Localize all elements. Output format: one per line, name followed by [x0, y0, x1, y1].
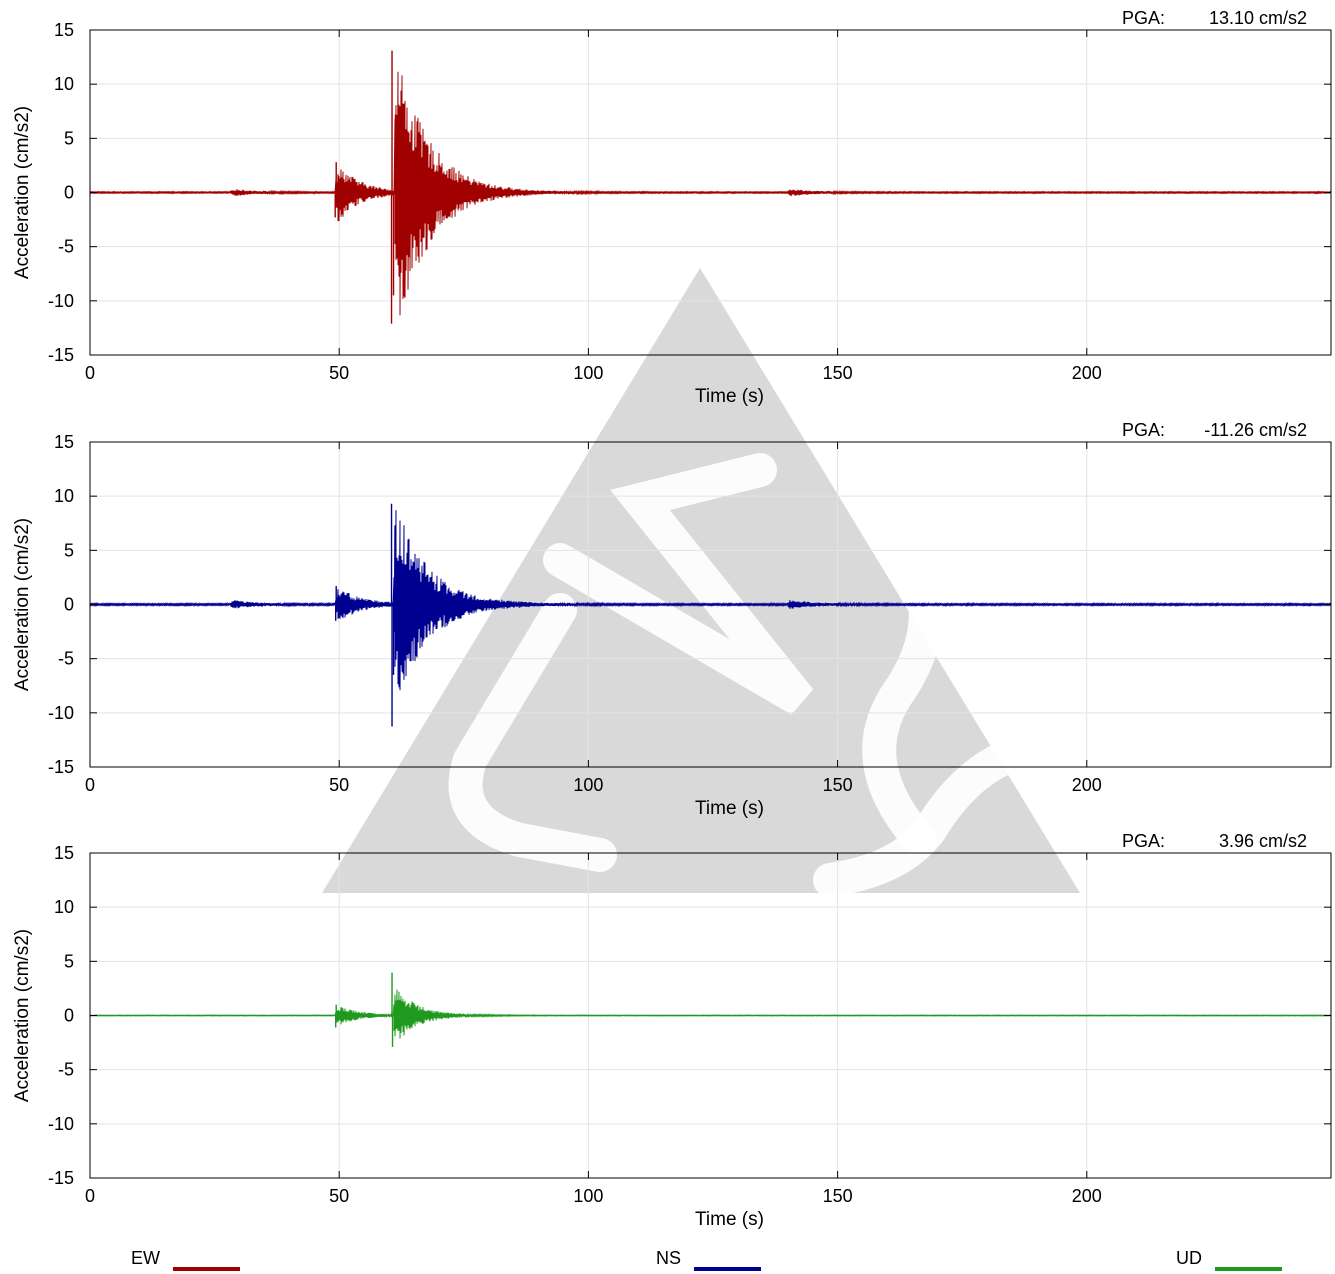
y-tick-label: -15 [48, 1168, 74, 1188]
y-axis-title: Acceleration (cm/s2) [12, 518, 33, 691]
y-tick-label: 0 [64, 1006, 74, 1026]
y-tick-label: -5 [58, 1060, 74, 1080]
legend-label: NS [656, 1248, 681, 1268]
y-tick-label: -15 [48, 757, 74, 777]
y-tick-label: 15 [54, 20, 74, 40]
x-tick-label: 0 [85, 363, 95, 383]
x-tick-label: 150 [823, 1186, 853, 1206]
pga-value: -11.26 cm/s2 [1204, 420, 1307, 440]
x-tick-label: 50 [329, 775, 349, 795]
trace-ud [89, 989, 1332, 1039]
pga-label: PGA: [1122, 420, 1165, 440]
y-tick-label: 15 [54, 843, 74, 863]
x-tick-label: 200 [1072, 775, 1102, 795]
y-tick-label: -5 [58, 237, 74, 257]
y-tick-label: 0 [64, 183, 74, 203]
y-tick-label: -5 [58, 649, 74, 669]
legend-item-ud: UD [1176, 1248, 1282, 1271]
y-tick-label: 10 [54, 897, 74, 917]
watermark-wave [813, 743, 1017, 897]
y-axis-title: Acceleration (cm/s2) [12, 106, 33, 279]
y-tick-label: 5 [64, 951, 74, 971]
legend-item-ns: NS [656, 1248, 761, 1271]
x-axis-title: Time (s) [695, 386, 764, 407]
y-tick-label: -15 [48, 345, 74, 365]
x-tick-label: 200 [1072, 1186, 1102, 1206]
watermark-letter-b [862, 503, 943, 857]
x-tick-label: 150 [823, 775, 853, 795]
pga-label: PGA: [1122, 831, 1165, 851]
x-tick-label: 50 [329, 1186, 349, 1206]
legend-item-ew: EW [131, 1248, 240, 1271]
x-axis-title: Time (s) [695, 1209, 764, 1230]
trace-ns [89, 510, 1332, 691]
x-tick-label: 100 [573, 1186, 603, 1206]
legend-label: EW [131, 1248, 160, 1268]
y-axis-title: Acceleration (cm/s2) [12, 929, 33, 1102]
watermark-letter-w [543, 453, 814, 715]
y-tick-label: -10 [48, 291, 74, 311]
x-tick-label: 100 [573, 775, 603, 795]
x-tick-label: 100 [573, 363, 603, 383]
x-tick-label: 200 [1072, 363, 1102, 383]
x-tick-label: 0 [85, 775, 95, 795]
x-tick-label: 150 [823, 363, 853, 383]
x-tick-label: 50 [329, 363, 349, 383]
y-tick-label: 5 [64, 128, 74, 148]
pga-value: 13.10 cm/s2 [1209, 8, 1307, 28]
y-tick-label: 10 [54, 486, 74, 506]
x-axis-title: Time (s) [695, 798, 764, 819]
legend-label: UD [1176, 1248, 1202, 1268]
pga-label: PGA: [1122, 8, 1165, 28]
pga-value: 3.96 cm/s2 [1219, 831, 1307, 851]
legend: EW NS UD [131, 1248, 1282, 1271]
y-tick-label: -10 [48, 1114, 74, 1134]
y-tick-label: 5 [64, 540, 74, 560]
y-tick-label: 10 [54, 74, 74, 94]
y-tick-label: -10 [48, 703, 74, 723]
x-tick-label: 0 [85, 1186, 95, 1206]
trace-ew [89, 71, 1332, 316]
y-tick-label: 15 [54, 432, 74, 452]
y-tick-label: 0 [64, 595, 74, 615]
